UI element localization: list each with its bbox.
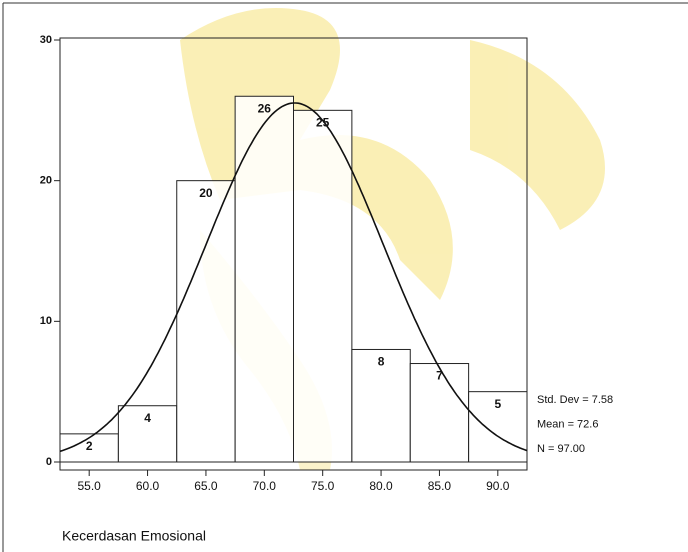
data-label: 8 [378,355,385,369]
data-label: 7 [436,369,443,383]
bar [468,391,528,463]
x-tick-label: 90.0 [486,479,510,493]
bar [409,363,470,463]
bar [293,109,353,463]
stat-label: Mean = 72.6 [537,418,598,430]
bar [351,348,411,463]
bar [176,180,236,463]
plot-frame [59,37,528,471]
y-tick-label: 20 [40,175,52,187]
stat-label: Std. Dev = 7.58 [537,394,613,406]
bar [117,405,178,463]
x-tick-label: 65.0 [194,479,218,493]
data-label: 5 [494,397,501,411]
x-axis-title: Kecerdasan Emosional [62,528,206,544]
x-tick-label: 80.0 [369,479,393,493]
data-label: 4 [144,411,151,425]
data-label: 26 [258,101,272,115]
y-tick-label: 10 [40,315,52,327]
normal-curve [59,102,528,453]
data-label: 20 [199,186,213,200]
x-tick-label: 55.0 [78,479,102,493]
x-tick-label: 75.0 [311,479,335,493]
x-tick-label: 60.0 [136,479,160,493]
x-tick-label: 70.0 [253,479,277,493]
bar [234,95,294,463]
stat-label: N = 97.00 [537,443,585,455]
data-label: 2 [86,439,93,453]
x-tick-label: 85.0 [428,479,452,493]
y-tick-label: 30 [40,34,52,46]
y-tick-label: 0 [46,456,52,468]
